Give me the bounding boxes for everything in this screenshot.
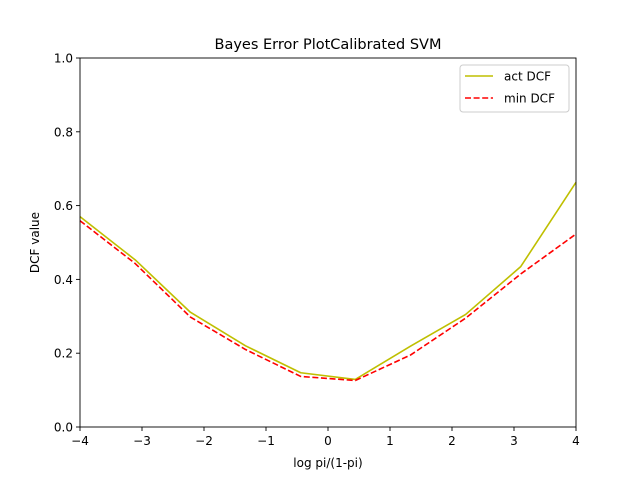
x-tick-label: 2 — [448, 434, 456, 448]
y-tick-label: 0.6 — [54, 199, 73, 213]
plot-frame — [79, 57, 577, 428]
x-tick-label: −3 — [133, 434, 151, 448]
series-line-act-dcf — [79, 181, 577, 381]
series-line-min-dcf — [79, 220, 577, 382]
x-tick-label: 1 — [386, 434, 394, 448]
legend: act DCF min DCF — [459, 64, 570, 113]
x-tick-label: 0 — [324, 434, 332, 448]
y-axis-ticks: 0.0 0.2 0.4 0.6 0.8 1.0 — [54, 52, 80, 435]
x-tick-label: −1 — [257, 434, 275, 448]
legend-label: min DCF — [504, 92, 555, 106]
series-layer — [79, 181, 577, 382]
y-axis-label: DCF value — [28, 212, 42, 273]
x-tick-label: −2 — [195, 434, 213, 448]
y-tick-label: 0.2 — [54, 347, 73, 361]
y-tick-label: 0.0 — [54, 421, 73, 435]
y-tick-label: 0.4 — [54, 273, 73, 287]
x-tick-label: 3 — [510, 434, 518, 448]
chart-title: Bayes Error PlotCalibrated SVM — [215, 37, 442, 53]
x-tick-label: −4 — [71, 434, 89, 448]
legend-label: act DCF — [504, 70, 551, 84]
x-tick-label: 4 — [572, 434, 580, 448]
y-tick-label: 0.8 — [54, 125, 73, 139]
x-axis-label: log pi/(1-pi) — [293, 456, 362, 470]
y-tick-label: 1.0 — [54, 52, 73, 66]
x-axis-ticks: −4 −3 −2 −1 0 1 2 3 4 — [71, 427, 580, 448]
plot-area — [80, 58, 576, 427]
